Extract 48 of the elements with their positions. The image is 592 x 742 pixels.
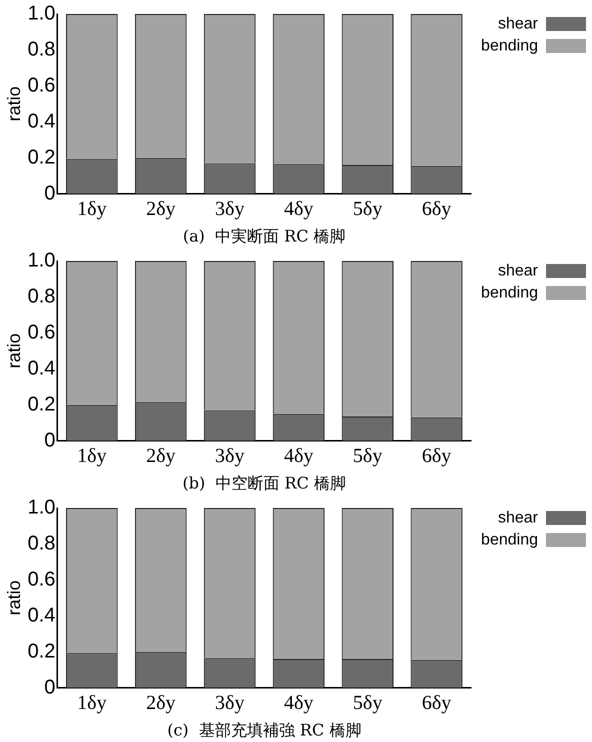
y-axis-title: ratio xyxy=(4,580,24,616)
legend-label: shear xyxy=(498,262,539,280)
y-tick-label: 0 xyxy=(44,429,56,452)
y-tick-label: 0.8 xyxy=(28,532,56,554)
y-tick-label: 0.4 xyxy=(28,357,56,380)
y-tick-label: 0.8 xyxy=(28,285,56,308)
x-tick-label: 4δy xyxy=(284,692,314,714)
y-tick-label: 1.0 xyxy=(28,2,56,25)
x-tick-label: 2δy xyxy=(146,198,176,220)
x-tick-label: 4δy xyxy=(284,198,314,220)
x-tick-label: 3δy xyxy=(215,445,244,468)
y-tick-label: 1.0 xyxy=(28,496,56,519)
x-axis-title: (b) 中空断面 RC 橋脚 xyxy=(182,474,346,493)
x-tick-label: 1δy xyxy=(77,198,107,220)
x-tick-label: 6δy xyxy=(422,692,452,714)
x-tick-label: 2δy xyxy=(146,692,176,714)
x-tick-label: 1δy xyxy=(77,692,107,714)
x-tick-label: 6δy xyxy=(422,198,452,220)
y-tick-label: 0 xyxy=(44,676,56,698)
legend-label: bending xyxy=(481,37,538,54)
y-tick-label: 1.0 xyxy=(28,250,56,272)
y-tick-label: 0.2 xyxy=(28,640,56,662)
x-tick-label: 6δy xyxy=(422,445,452,468)
x-tick-label: 4δy xyxy=(284,445,314,468)
x-tick-label: 3δy xyxy=(215,198,244,220)
y-tick-label: 0 xyxy=(44,182,56,204)
y-tick-label: 0.4 xyxy=(28,604,56,626)
y-tick-label: 0.2 xyxy=(28,393,56,416)
y-tick-label: 0.6 xyxy=(28,568,56,590)
x-axis-title: (a) 中実断面 RC 橋脚 xyxy=(182,226,346,246)
legend-label: shear xyxy=(498,509,539,526)
x-tick-label: 3δy xyxy=(215,692,244,714)
legend-label: shear xyxy=(498,15,539,32)
x-tick-label: 1δy xyxy=(77,445,107,468)
x-tick-label: 2δy xyxy=(146,445,176,468)
y-tick-label: 0.8 xyxy=(28,38,56,60)
x-tick-label: 5δy xyxy=(352,692,382,714)
y-axis-title: ratio xyxy=(4,333,24,368)
y-tick-label: 0.6 xyxy=(28,74,56,96)
x-tick-label: 5δy xyxy=(352,198,382,220)
y-tick-label: 0.6 xyxy=(28,321,56,344)
y-tick-label: 0.4 xyxy=(28,110,56,132)
legend-label: bending xyxy=(481,284,538,302)
x-tick-label: 5δy xyxy=(352,445,382,468)
legend-label: bending xyxy=(481,531,538,548)
x-axis-title: (c) 基部充填補強 RC 橋脚 xyxy=(167,720,362,740)
y-tick-label: 0.2 xyxy=(28,146,56,168)
y-axis-title: ratio xyxy=(4,86,24,122)
